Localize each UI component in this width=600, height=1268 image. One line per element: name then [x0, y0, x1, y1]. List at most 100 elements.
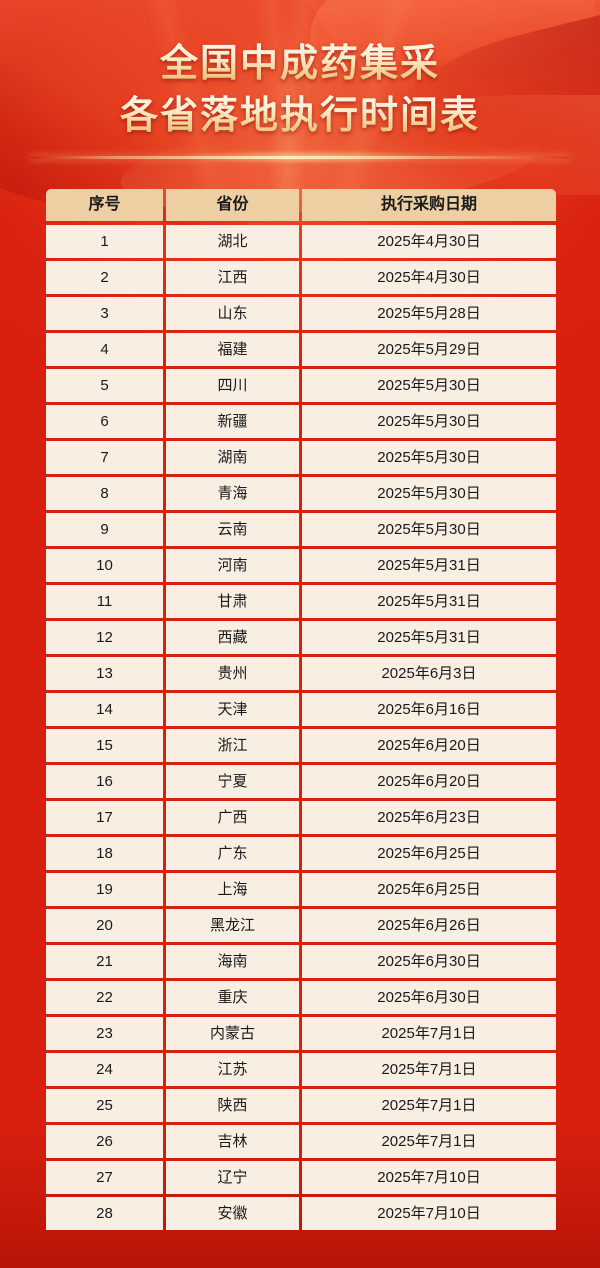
table-row: 21 海南 2025年6月30日 [46, 945, 556, 978]
table-row: 9 云南 2025年5月30日 [46, 513, 556, 546]
cell-province: 陕西 [166, 1089, 299, 1122]
cell-date: 2025年7月1日 [302, 1089, 556, 1122]
table-row: 12 西藏 2025年5月31日 [46, 621, 556, 654]
cell-province: 天津 [166, 693, 299, 726]
cell-date: 2025年6月23日 [302, 801, 556, 834]
table-row: 20 黑龙江 2025年6月26日 [46, 909, 556, 942]
table-row: 7 湖南 2025年5月30日 [46, 441, 556, 474]
table-row: 28 安徽 2025年7月10日 [46, 1197, 556, 1230]
table-row: 15 浙江 2025年6月20日 [46, 729, 556, 762]
cell-index: 5 [46, 369, 163, 402]
cell-index: 13 [46, 657, 163, 690]
cell-date: 2025年6月20日 [302, 765, 556, 798]
cell-index: 3 [46, 297, 163, 330]
cell-index: 20 [46, 909, 163, 942]
cell-index: 11 [46, 585, 163, 618]
cell-date: 2025年5月30日 [302, 369, 556, 402]
table-row: 11 甘肃 2025年5月31日 [46, 585, 556, 618]
cell-province: 甘肃 [166, 585, 299, 618]
cell-date: 2025年6月3日 [302, 657, 556, 690]
cell-date: 2025年5月28日 [302, 297, 556, 330]
title-line-1: 全国中成药集采 [0, 38, 600, 90]
table-row: 8 青海 2025年5月30日 [46, 477, 556, 510]
cell-index: 14 [46, 693, 163, 726]
cell-province: 吉林 [166, 1125, 299, 1158]
cell-province: 四川 [166, 369, 299, 402]
cell-index: 8 [46, 477, 163, 510]
table-row: 14 天津 2025年6月16日 [46, 693, 556, 726]
cell-date: 2025年7月1日 [302, 1125, 556, 1158]
cell-index: 18 [46, 837, 163, 870]
table-row: 5 四川 2025年5月30日 [46, 369, 556, 402]
cell-province: 江苏 [166, 1053, 299, 1086]
table-row: 16 宁夏 2025年6月20日 [46, 765, 556, 798]
cell-index: 26 [46, 1125, 163, 1158]
cell-date: 2025年5月31日 [302, 585, 556, 618]
cell-province: 湖北 [166, 225, 299, 258]
poster-title: 全国中成药集采 各省落地执行时间表 [0, 38, 600, 142]
cell-index: 4 [46, 333, 163, 366]
table-row: 4 福建 2025年5月29日 [46, 333, 556, 366]
cell-province: 河南 [166, 549, 299, 582]
cell-date: 2025年7月1日 [302, 1017, 556, 1050]
cell-date: 2025年5月30日 [302, 513, 556, 546]
cell-index: 7 [46, 441, 163, 474]
cell-index: 12 [46, 621, 163, 654]
cell-date: 2025年7月10日 [302, 1197, 556, 1230]
cell-index: 6 [46, 405, 163, 438]
cell-province: 黑龙江 [166, 909, 299, 942]
cell-province: 福建 [166, 333, 299, 366]
cell-date: 2025年5月29日 [302, 333, 556, 366]
cell-date: 2025年6月25日 [302, 837, 556, 870]
title-line-2: 各省落地执行时间表 [0, 90, 600, 142]
cell-province: 云南 [166, 513, 299, 546]
cell-index: 19 [46, 873, 163, 906]
cell-province: 新疆 [166, 405, 299, 438]
cell-date: 2025年5月30日 [302, 405, 556, 438]
cell-province: 上海 [166, 873, 299, 906]
cell-date: 2025年6月20日 [302, 729, 556, 762]
cell-date: 2025年4月30日 [302, 261, 556, 294]
cell-date: 2025年4月30日 [302, 225, 556, 258]
table-row: 24 江苏 2025年7月1日 [46, 1053, 556, 1086]
cell-index: 28 [46, 1197, 163, 1230]
cell-index: 24 [46, 1053, 163, 1086]
table-row: 17 广西 2025年6月23日 [46, 801, 556, 834]
table-row: 23 内蒙古 2025年7月1日 [46, 1017, 556, 1050]
column-header-date: 执行采购日期 [302, 189, 556, 221]
cell-date: 2025年7月1日 [302, 1053, 556, 1086]
table-row: 18 广东 2025年6月25日 [46, 837, 556, 870]
cell-province: 宁夏 [166, 765, 299, 798]
table-row: 27 辽宁 2025年7月10日 [46, 1161, 556, 1194]
cell-date: 2025年6月30日 [302, 945, 556, 978]
cell-province: 内蒙古 [166, 1017, 299, 1050]
cell-index: 22 [46, 981, 163, 1014]
column-header-province: 省份 [166, 189, 299, 221]
cell-index: 23 [46, 1017, 163, 1050]
cell-index: 15 [46, 729, 163, 762]
table-row: 26 吉林 2025年7月1日 [46, 1125, 556, 1158]
cell-date: 2025年6月25日 [302, 873, 556, 906]
cell-province: 辽宁 [166, 1161, 299, 1194]
table-row: 6 新疆 2025年5月30日 [46, 405, 556, 438]
cell-province: 重庆 [166, 981, 299, 1014]
table-row: 13 贵州 2025年6月3日 [46, 657, 556, 690]
table-row: 2 江西 2025年4月30日 [46, 261, 556, 294]
table-body: 1 湖北 2025年4月30日 2 江西 2025年4月30日 3 山东 2025年5月28日 4… [46, 225, 556, 1230]
cell-date: 2025年5月30日 [302, 441, 556, 474]
cell-date: 2025年7月10日 [302, 1161, 556, 1194]
cell-index: 25 [46, 1089, 163, 1122]
cell-province: 山东 [166, 297, 299, 330]
cell-index: 9 [46, 513, 163, 546]
table-header-row: 序号 省份 执行采购日期 [46, 189, 556, 221]
cell-province: 江西 [166, 261, 299, 294]
cell-index: 2 [46, 261, 163, 294]
table-row: 19 上海 2025年6月25日 [46, 873, 556, 906]
cell-index: 10 [46, 549, 163, 582]
column-header-index: 序号 [46, 189, 163, 221]
cell-province: 浙江 [166, 729, 299, 762]
gold-divider-line [30, 156, 570, 159]
cell-province: 广西 [166, 801, 299, 834]
table-row: 1 湖北 2025年4月30日 [46, 225, 556, 258]
